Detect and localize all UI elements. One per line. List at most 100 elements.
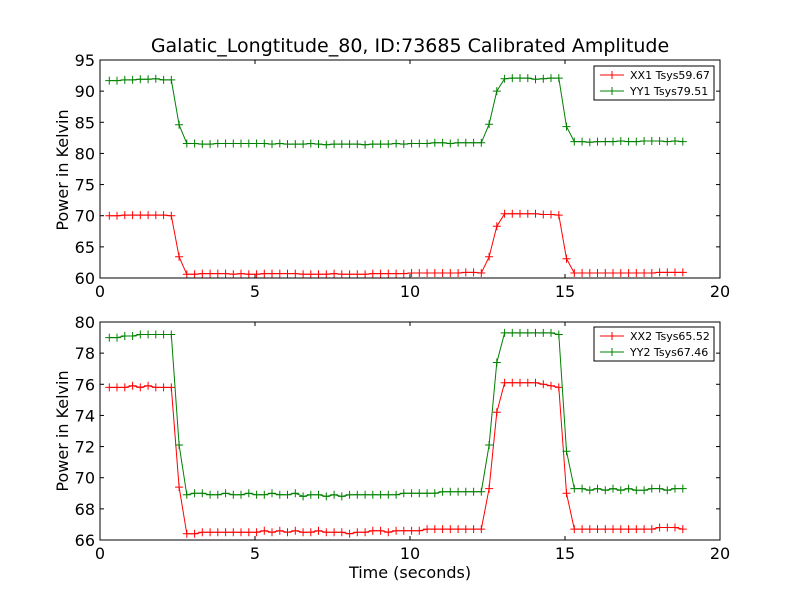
data-point xyxy=(392,526,401,535)
data-point xyxy=(601,137,610,146)
legend-marker-yy2 xyxy=(608,348,616,356)
data-point xyxy=(609,137,617,146)
y-tick-label: 78 xyxy=(75,344,95,363)
legend-box-bottom xyxy=(593,326,715,362)
data-point xyxy=(562,447,571,456)
y-tick-label: 76 xyxy=(75,375,95,394)
data-point xyxy=(609,269,617,277)
legend-marker-yy1 xyxy=(608,87,616,95)
data-point xyxy=(299,528,308,537)
data-point xyxy=(477,138,486,147)
data-point xyxy=(322,270,331,279)
data-point xyxy=(206,140,215,149)
data-point xyxy=(268,140,276,149)
data-point xyxy=(151,330,160,339)
data-point xyxy=(492,408,501,417)
data-point xyxy=(609,525,617,534)
data-point xyxy=(252,528,261,537)
series-line-xx1 xyxy=(109,213,683,275)
data-point xyxy=(128,75,137,84)
data-point xyxy=(206,269,215,278)
data-point xyxy=(508,328,517,337)
data-point xyxy=(655,523,664,532)
data-point xyxy=(151,74,160,83)
data-point xyxy=(268,528,276,537)
data-point xyxy=(508,74,517,83)
data-point xyxy=(353,490,362,499)
data-point xyxy=(477,269,486,277)
y-tick-label: 68 xyxy=(75,500,95,519)
data-point xyxy=(322,140,331,149)
data-point xyxy=(337,492,346,501)
data-point xyxy=(275,490,284,499)
data-point xyxy=(578,525,587,534)
data-point xyxy=(314,526,323,535)
plot-area-bottom: 0 5 10 15 20 66 68 70 72 74 76 78 80 xyxy=(75,313,731,563)
x-tick-label: 5 xyxy=(250,282,260,301)
data-point xyxy=(384,269,393,278)
data-point xyxy=(399,140,408,149)
data-point xyxy=(361,490,370,499)
data-point xyxy=(291,489,300,498)
data-point xyxy=(585,138,594,147)
data-point xyxy=(120,383,129,392)
data-point xyxy=(523,209,532,218)
data-point xyxy=(485,252,494,261)
data-point xyxy=(167,75,176,84)
data-point xyxy=(221,269,230,278)
legend-label-xx2: XX2 Tsys65.52 xyxy=(630,330,710,343)
data-point xyxy=(671,268,679,277)
data-point xyxy=(640,525,649,534)
data-point xyxy=(368,140,377,149)
data-point xyxy=(469,487,478,496)
data-point xyxy=(105,76,114,85)
data-point xyxy=(384,490,393,499)
data-point xyxy=(113,383,121,392)
data-point xyxy=(268,489,276,498)
data-point xyxy=(376,526,385,535)
data-point xyxy=(291,140,300,149)
data-point xyxy=(291,269,300,278)
data-point xyxy=(593,525,602,534)
legend-top: XX1 Tsys59.67 YY1 Tsys79.51 xyxy=(593,65,715,101)
legend-label-yy1: YY1 Tsys79.51 xyxy=(629,85,708,98)
y-tick-label: 65 xyxy=(75,238,95,257)
data-point xyxy=(144,381,153,390)
data-point xyxy=(330,528,339,537)
legend-label-yy2: YY2 Tsys67.46 xyxy=(629,346,708,359)
data-point xyxy=(438,269,447,277)
axes-frame-top xyxy=(99,59,721,279)
data-point xyxy=(337,528,346,537)
data-point xyxy=(415,489,424,498)
x-tick-label: 20 xyxy=(710,282,730,301)
data-point xyxy=(516,74,524,83)
data-point xyxy=(461,525,470,534)
data-point xyxy=(221,139,230,148)
data-point xyxy=(190,489,199,498)
data-point xyxy=(198,489,207,498)
data-point xyxy=(353,140,362,149)
data-point xyxy=(120,332,129,340)
data-point xyxy=(105,383,114,392)
data-point xyxy=(136,330,145,339)
data-point xyxy=(407,269,416,277)
x-tick-label: 0 xyxy=(95,282,105,301)
data-point xyxy=(144,330,153,339)
data-point xyxy=(423,525,432,534)
y-tick-label: 80 xyxy=(75,313,95,332)
x-tick-label: 10 xyxy=(400,544,420,563)
data-point xyxy=(190,139,199,148)
data-point xyxy=(616,486,625,495)
data-point xyxy=(508,378,517,387)
legend-box-top xyxy=(593,65,715,101)
data-point xyxy=(446,139,455,148)
data-point xyxy=(244,270,253,279)
data-point xyxy=(469,525,478,534)
data-point xyxy=(539,74,548,83)
data-point xyxy=(616,525,625,534)
data-point xyxy=(539,210,548,219)
data-point xyxy=(647,484,656,493)
data-point xyxy=(229,490,238,499)
data-point xyxy=(399,489,408,498)
